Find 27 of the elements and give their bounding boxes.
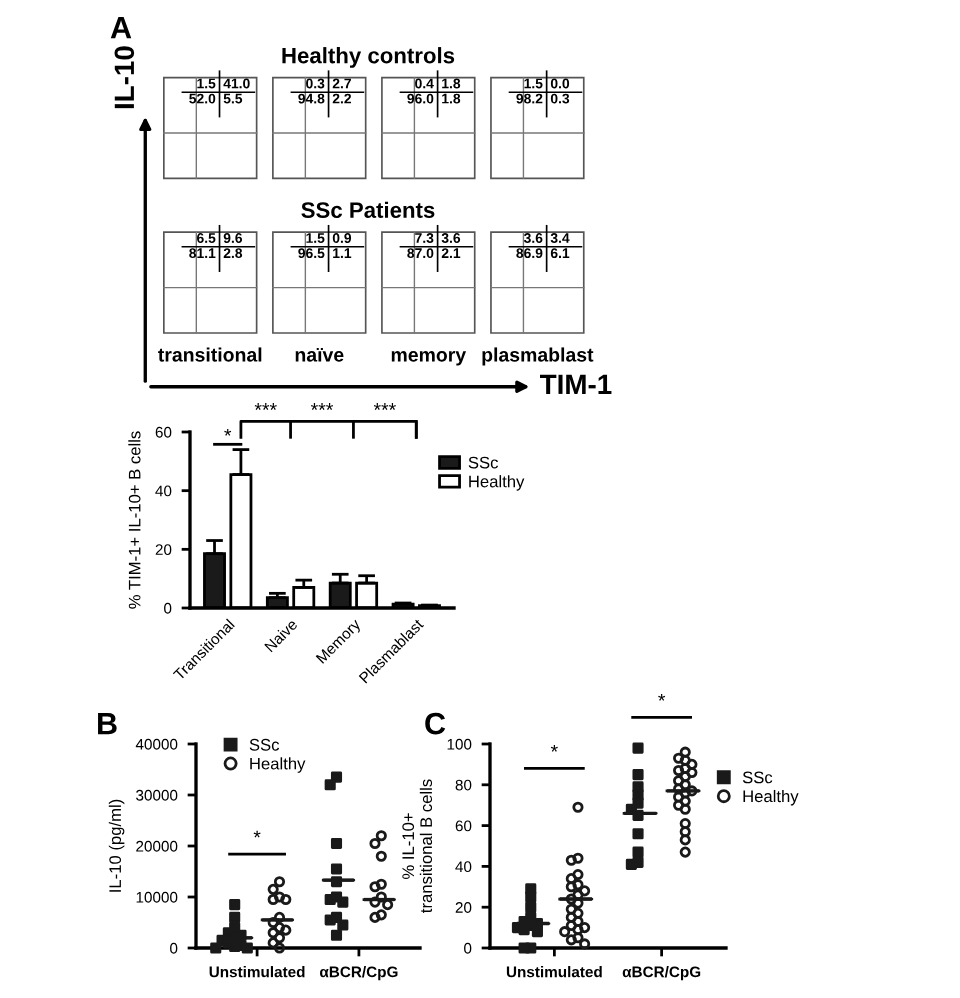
chart-title: C [425, 712, 446, 735]
text: *** [310, 403, 334, 410]
legend-label: SSc [249, 738, 280, 751]
text: *** [373, 403, 396, 410]
category-label: plasmablast [482, 347, 594, 366]
y-axis-title: % TIM-1+ IL-10+ B cells [128, 431, 141, 609]
legend-label: Healthy [469, 475, 525, 491]
text: Healthy controls [282, 47, 455, 68]
text: *** [254, 403, 277, 410]
category-label: naïve [295, 348, 344, 362]
annotation: * [550, 744, 558, 752]
annotation: * [253, 830, 261, 838]
legend-label: Healthy [743, 789, 799, 806]
text: TIM-1 [539, 374, 612, 394]
text: * [658, 693, 666, 701]
chart-title: B [98, 713, 117, 735]
text: A [110, 17, 132, 39]
legend-label: SSc [742, 771, 773, 784]
annotation: * [224, 428, 232, 436]
category-label: transitional [158, 347, 262, 362]
y-axis-title: % IL-10+ transitional B cells [402, 779, 433, 913]
y-axis-title: IL-10 (pg/ml) [108, 799, 125, 892]
legend-label: Healthy [250, 757, 306, 773]
category-label: memory [391, 351, 467, 366]
text: IL-10 [114, 46, 135, 109]
text: SSc Patients [301, 201, 435, 218]
legend-label: SSc [468, 456, 499, 469]
